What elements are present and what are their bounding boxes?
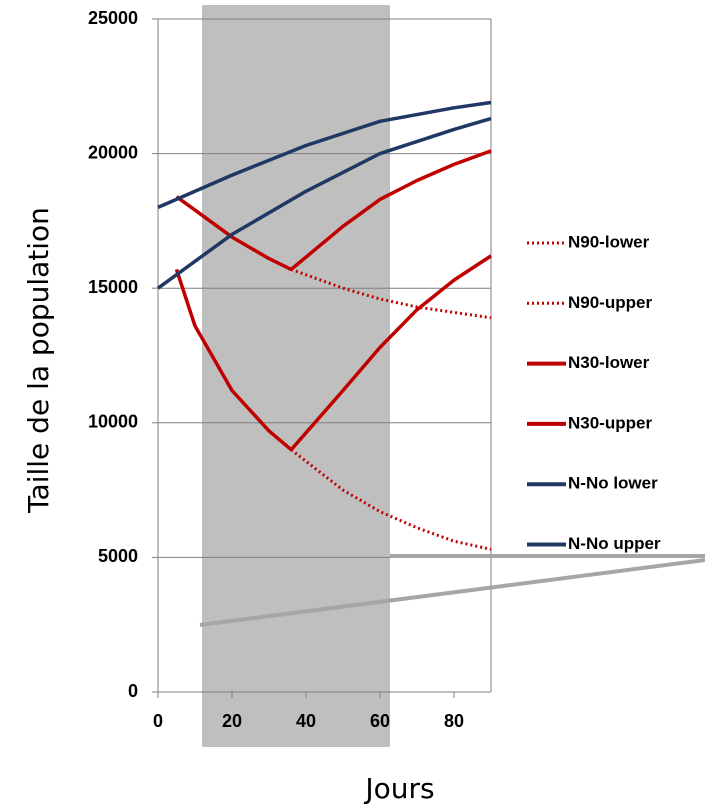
y-tick-label: 15000	[88, 277, 138, 297]
x-axis-title: Jours	[363, 772, 434, 805]
legend-label: N-No lower	[568, 474, 658, 493]
y-axis-title: Taille de la population	[22, 207, 55, 514]
x-tick-label: 40	[296, 711, 316, 731]
callout-line	[199, 558, 705, 627]
series-line	[156, 116, 492, 290]
series-line	[290, 267, 492, 320]
legend-label: N30-lower	[568, 353, 650, 372]
series-line	[157, 100, 492, 210]
legend-label: N30-upper	[568, 413, 652, 432]
y-tick-label: 25000	[88, 8, 138, 28]
legend-label: N90-upper	[568, 293, 652, 312]
y-tick-label: 20000	[88, 142, 138, 162]
series-line	[175, 149, 492, 272]
highlight-band	[202, 5, 390, 747]
plot-area: 0 5000 10000 15000 20000 25000 0 20 40 60 80	[88, 8, 492, 731]
x-tick-label: 0	[153, 711, 163, 731]
x-tick-label: 20	[222, 711, 242, 731]
x-tick-label: 60	[370, 711, 390, 731]
series-line	[174, 254, 492, 452]
legend-label: N90-lower	[568, 232, 650, 251]
legend-label: N-No upper	[568, 534, 661, 553]
y-tick-label: 10000	[88, 412, 138, 432]
y-tick-label: 5000	[98, 546, 138, 566]
x-tick-label: 80	[444, 711, 464, 731]
y-tick-label: 0	[128, 681, 138, 701]
